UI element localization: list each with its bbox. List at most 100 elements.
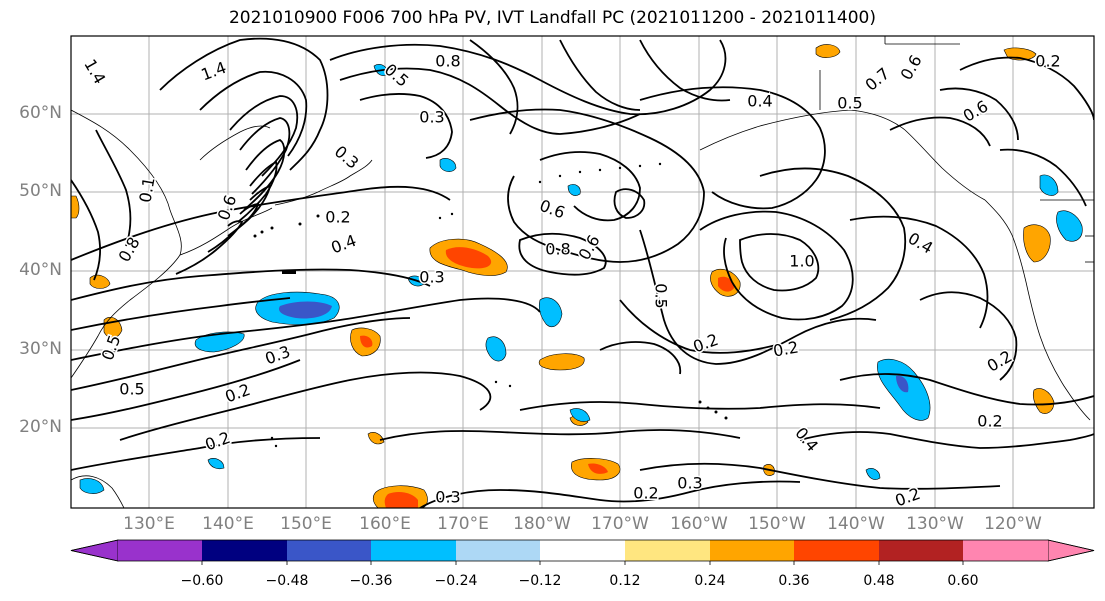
contour-label: 0.5 <box>98 332 125 362</box>
colorbar-extend-min <box>70 539 119 562</box>
colorbar-tick-label: −0.12 <box>518 573 562 589</box>
longitude-label: 180°W <box>513 514 571 534</box>
negative-anomaly-core <box>896 375 909 393</box>
contour-label: 0.8 <box>435 52 460 71</box>
positive-anomaly-patch <box>1032 388 1055 414</box>
colorbar-segment <box>794 540 879 561</box>
latitude-label: 60°N <box>19 103 62 123</box>
colorbar-segment <box>540 540 625 561</box>
graticule <box>71 36 1094 508</box>
negative-anomaly-patch <box>538 297 563 327</box>
contour-label: 0.4 <box>328 231 358 258</box>
colorbar-segment <box>963 540 1048 561</box>
negative-anomaly-patch <box>207 458 225 470</box>
longitude-label: 120°W <box>984 514 1042 534</box>
colorbar-tick-label: 0.12 <box>609 573 641 589</box>
positive-anomaly-patch <box>538 353 585 371</box>
positive-anomaly-core <box>588 463 608 474</box>
map-frame <box>70 35 1095 509</box>
colorbar-extend-max <box>1047 539 1095 562</box>
contour-label: 0.3 <box>435 488 460 507</box>
negative-anomaly-patch <box>79 478 105 494</box>
map-title: 2021010900 F006 700 hPa PV, IVT Landfall… <box>228 8 876 28</box>
colorbar-tick-label: −0.48 <box>265 573 309 589</box>
positive-anomaly-core <box>384 492 418 508</box>
contour-label: 0.3 <box>677 474 702 493</box>
map-panel: 1.4 1.4 0.5 0.8 0.3 0.3 0.6 0.2 0.4 0.3 0.3 0.2 0.2 0… <box>71 36 1094 508</box>
colorbar-tick-label: −0.36 <box>349 573 393 589</box>
negative-anomaly-patch <box>865 468 881 480</box>
contour-label: 0.2 <box>772 337 800 360</box>
positive-anomaly-patch <box>815 44 841 58</box>
positive-anomaly-patch <box>71 195 80 219</box>
contour-label: 0.3 <box>419 268 444 287</box>
colorbar-outline <box>70 539 1095 562</box>
latitude-label: 30°N <box>19 339 62 359</box>
latitude-label: 40°N <box>19 260 62 280</box>
contour-label: 0.2 <box>633 484 658 503</box>
colorbar-tick-label: 0.48 <box>863 573 895 589</box>
colorbar-tick-label: 0.60 <box>947 573 979 589</box>
negative-anomaly-patch <box>569 408 591 422</box>
negative-anomaly-patch <box>567 184 581 196</box>
contour-label: 0.3 <box>331 142 363 173</box>
latitude-label: 50°N <box>19 181 62 201</box>
contour-label: 0.7 <box>862 64 894 95</box>
contour-label: 0.6 <box>575 232 604 264</box>
contour-label: 0.2 <box>977 412 1002 431</box>
colorbar-segment <box>202 540 287 561</box>
contour-label: 1.4 <box>198 58 228 85</box>
negative-anomaly-patch <box>485 336 507 362</box>
contour-label: 0.5 <box>652 283 671 308</box>
colorbar-segment <box>118 540 202 561</box>
contour-label: 0.5 <box>119 380 144 399</box>
longitude-label: 170°W <box>591 514 649 534</box>
colorbar-tick-label: −0.60 <box>180 573 224 589</box>
longitude-label: 140°W <box>827 514 885 534</box>
negative-anomaly-patch <box>194 331 245 353</box>
positive-anomaly-core <box>360 335 373 348</box>
island-marker <box>282 270 296 274</box>
contour-label: 0.2 <box>984 347 1016 376</box>
colorbar-tick-label: 0.36 <box>778 573 810 589</box>
colorbar-tick-label: −0.24 <box>434 573 478 589</box>
longitude-label: 160°E <box>359 514 411 534</box>
colorbar-segment <box>287 540 371 561</box>
longitude-label: 130°W <box>906 514 964 534</box>
positive-anomaly-patch <box>1023 224 1051 263</box>
positive-anomaly-core <box>718 276 734 292</box>
colorbar-tick-label: 0.24 <box>694 573 726 589</box>
contour-label: 0.4 <box>747 92 772 111</box>
colorbar-segment <box>371 540 456 561</box>
contour-label: 0.5 <box>381 60 413 91</box>
contour-label: 0.6 <box>214 192 241 222</box>
longitude-label: 170°E <box>437 514 489 534</box>
latitude-label: 20°N <box>19 417 62 437</box>
colorbar-segment <box>625 540 710 561</box>
negative-anomaly-patch <box>1039 174 1059 196</box>
positive-anomaly-patch <box>367 432 385 445</box>
longitude-label: 130°E <box>123 514 175 534</box>
longitude-label: 160°W <box>670 514 728 534</box>
colorbar-segment <box>456 540 540 561</box>
contour-label: 0.8 <box>545 240 570 259</box>
longitude-label: 140°E <box>202 514 254 534</box>
contour-label: 0.5 <box>837 94 862 113</box>
contour-label: 1.0 <box>789 252 814 271</box>
negative-anomaly-patch <box>439 158 457 172</box>
contour-label: 0.4 <box>905 229 937 258</box>
negative-anomaly-core <box>278 301 332 319</box>
colorbar-segment <box>710 540 794 561</box>
longitude-label: 150°W <box>748 514 806 534</box>
colorbar-segment <box>879 540 963 561</box>
positive-anomaly-patch <box>89 274 111 289</box>
contour-label: 0.3 <box>419 108 444 127</box>
colorbar <box>70 539 1095 565</box>
longitude-label: 150°E <box>280 514 332 534</box>
contour-label: 0.1 <box>135 176 158 204</box>
coastlines <box>71 36 1094 508</box>
contour-label: 0.6 <box>897 52 926 84</box>
contour-label: 1.4 <box>80 56 109 88</box>
contour-label: 0.2 <box>1035 52 1060 71</box>
